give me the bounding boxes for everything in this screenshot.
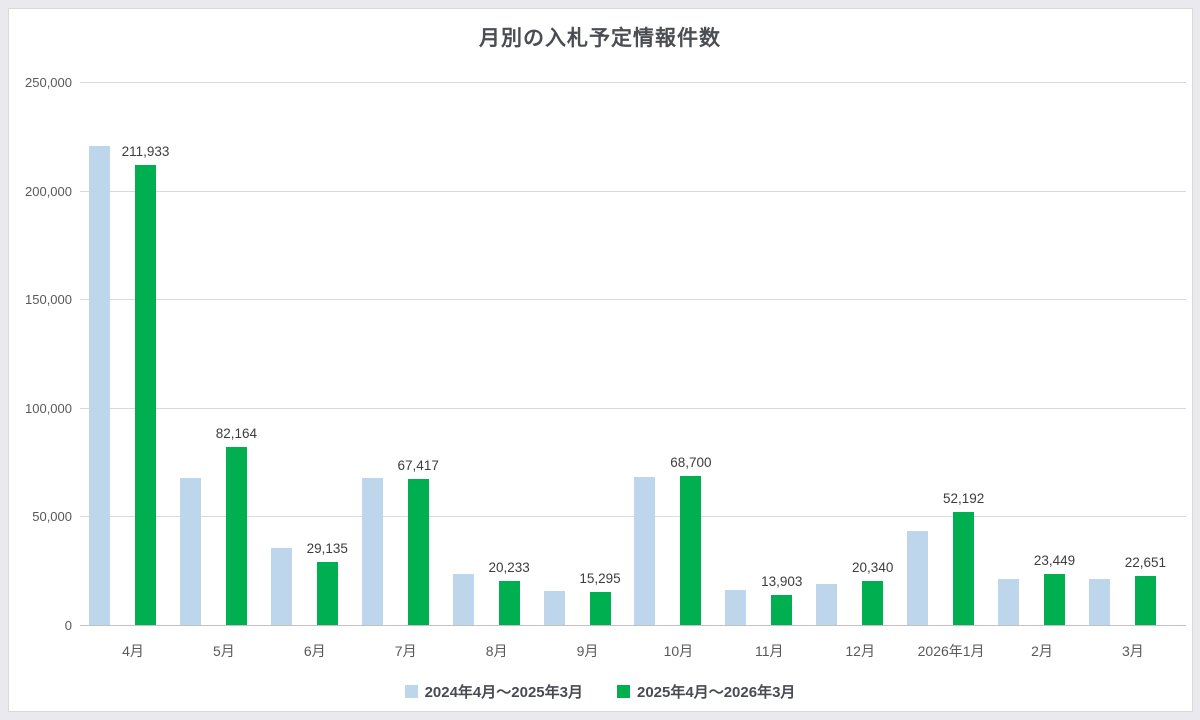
- x-axis-label: 2026年1月: [917, 643, 985, 659]
- chart-title: 月別の入札予定情報件数: [479, 27, 721, 50]
- bar-value-label: 15,295: [579, 570, 621, 586]
- legend-label: 2024年4月〜2025年3月: [424, 684, 583, 701]
- bar-2025年4月〜2026年3月-4月: [135, 164, 156, 625]
- y-axis-label: 250,000: [25, 75, 72, 90]
- bar-value-label: 20,340: [852, 559, 894, 575]
- gridline-100000: [80, 407, 1186, 409]
- x-axis-label: 2月: [1031, 643, 1053, 659]
- bar-2025年4月〜2026年3月-11月: [771, 594, 793, 625]
- bar-2024年4月〜2025年3月-12月: [816, 584, 838, 625]
- bar-2025年4月〜2026年3月-9月: [589, 591, 611, 625]
- y-axis-label: 100,000: [25, 400, 72, 416]
- bar-value-label: 23,449: [1033, 553, 1076, 569]
- gridline-250000: [80, 82, 1186, 83]
- y-axis-label: 150,000: [25, 292, 72, 308]
- x-axis-label: 11月: [755, 643, 784, 659]
- bar-value-label: 22,651: [1124, 554, 1167, 570]
- x-axis-label: 4月: [122, 643, 144, 659]
- bar-2024年4月〜2025年3月-10月: [634, 477, 656, 625]
- bar-value-label: 67,417: [397, 457, 439, 473]
- x-axis-label: 6月: [303, 643, 326, 659]
- bar-2025年4月〜2026年3月-6月: [316, 561, 338, 625]
- bar-2025年4月〜2026年3月-2026年1月: [953, 511, 975, 625]
- bar-2025年4月〜2026年3月-7月: [407, 478, 429, 625]
- y-axis-label: 200,000: [25, 183, 72, 199]
- bar-2025年4月〜2026年3月-10月: [680, 475, 702, 625]
- bar-2024年4月〜2025年3月-9月: [543, 591, 565, 625]
- bar-2024年4月〜2025年3月-6月: [270, 548, 292, 625]
- bar-2024年4月〜2025年3月-3月: [1088, 578, 1110, 625]
- bar-2024年4月〜2025年3月-4月: [89, 146, 110, 625]
- bar-2024年4月〜2025年3月-5月: [179, 477, 201, 625]
- legend-swatch: [617, 685, 630, 698]
- legend-item: 2024年4月〜2025年3月: [404, 681, 583, 702]
- bar-2025年4月〜2026年3月-2月: [1044, 574, 1065, 625]
- x-axis-label: 7月: [394, 643, 417, 659]
- bar-value-label: 82,164: [215, 425, 258, 441]
- bar-2024年4月〜2025年3月-7月: [361, 478, 383, 625]
- bar-value-label: 20,233: [488, 560, 530, 576]
- bar-value-label: 68,700: [670, 454, 712, 470]
- bar-2025年4月〜2026年3月-5月: [225, 446, 247, 625]
- legend-label: 2025年4月〜2026年3月: [637, 684, 796, 701]
- x-axis-label: 3月: [1121, 643, 1144, 659]
- bar-2024年4月〜2025年3月-11月: [725, 590, 747, 625]
- y-axis-label: 50,000: [32, 509, 72, 525]
- bar-2025年4月〜2026年3月-8月: [498, 581, 520, 625]
- bar-value-label: 211,933: [121, 143, 170, 159]
- bar-2025年4月〜2026年3月-3月: [1134, 575, 1156, 625]
- x-axis-label: 10月: [663, 643, 694, 659]
- bar-2024年4月〜2025年3月-2月: [998, 579, 1019, 625]
- bar-2024年4月〜2025年3月-2026年1月: [907, 530, 929, 625]
- gridline-0: [80, 625, 1186, 626]
- bar-2025年4月〜2026年3月-12月: [862, 580, 884, 625]
- legend-swatch: [404, 685, 418, 698]
- bar-2024年4月〜2025年3月-8月: [452, 573, 474, 625]
- chart-legend: 2024年4月〜2025年3月 2025年4月〜2026年3月: [0, 681, 1200, 702]
- legend-item: 2025年4月〜2026年3月: [617, 681, 795, 702]
- x-axis-label: 5月: [212, 643, 235, 659]
- gridline-50000: [80, 516, 1186, 518]
- bar-value-label: 29,135: [306, 540, 348, 556]
- x-axis-label: 9月: [576, 643, 599, 659]
- x-axis-label: 12月: [845, 643, 875, 659]
- gridline-150000: [80, 299, 1186, 301]
- bar-value-label: 52,192: [942, 490, 985, 506]
- y-axis-label: 0: [64, 618, 72, 633]
- x-axis-label: 8月: [485, 643, 508, 659]
- bar-value-label: 13,903: [761, 573, 803, 589]
- gridline-200000: [80, 190, 1186, 192]
